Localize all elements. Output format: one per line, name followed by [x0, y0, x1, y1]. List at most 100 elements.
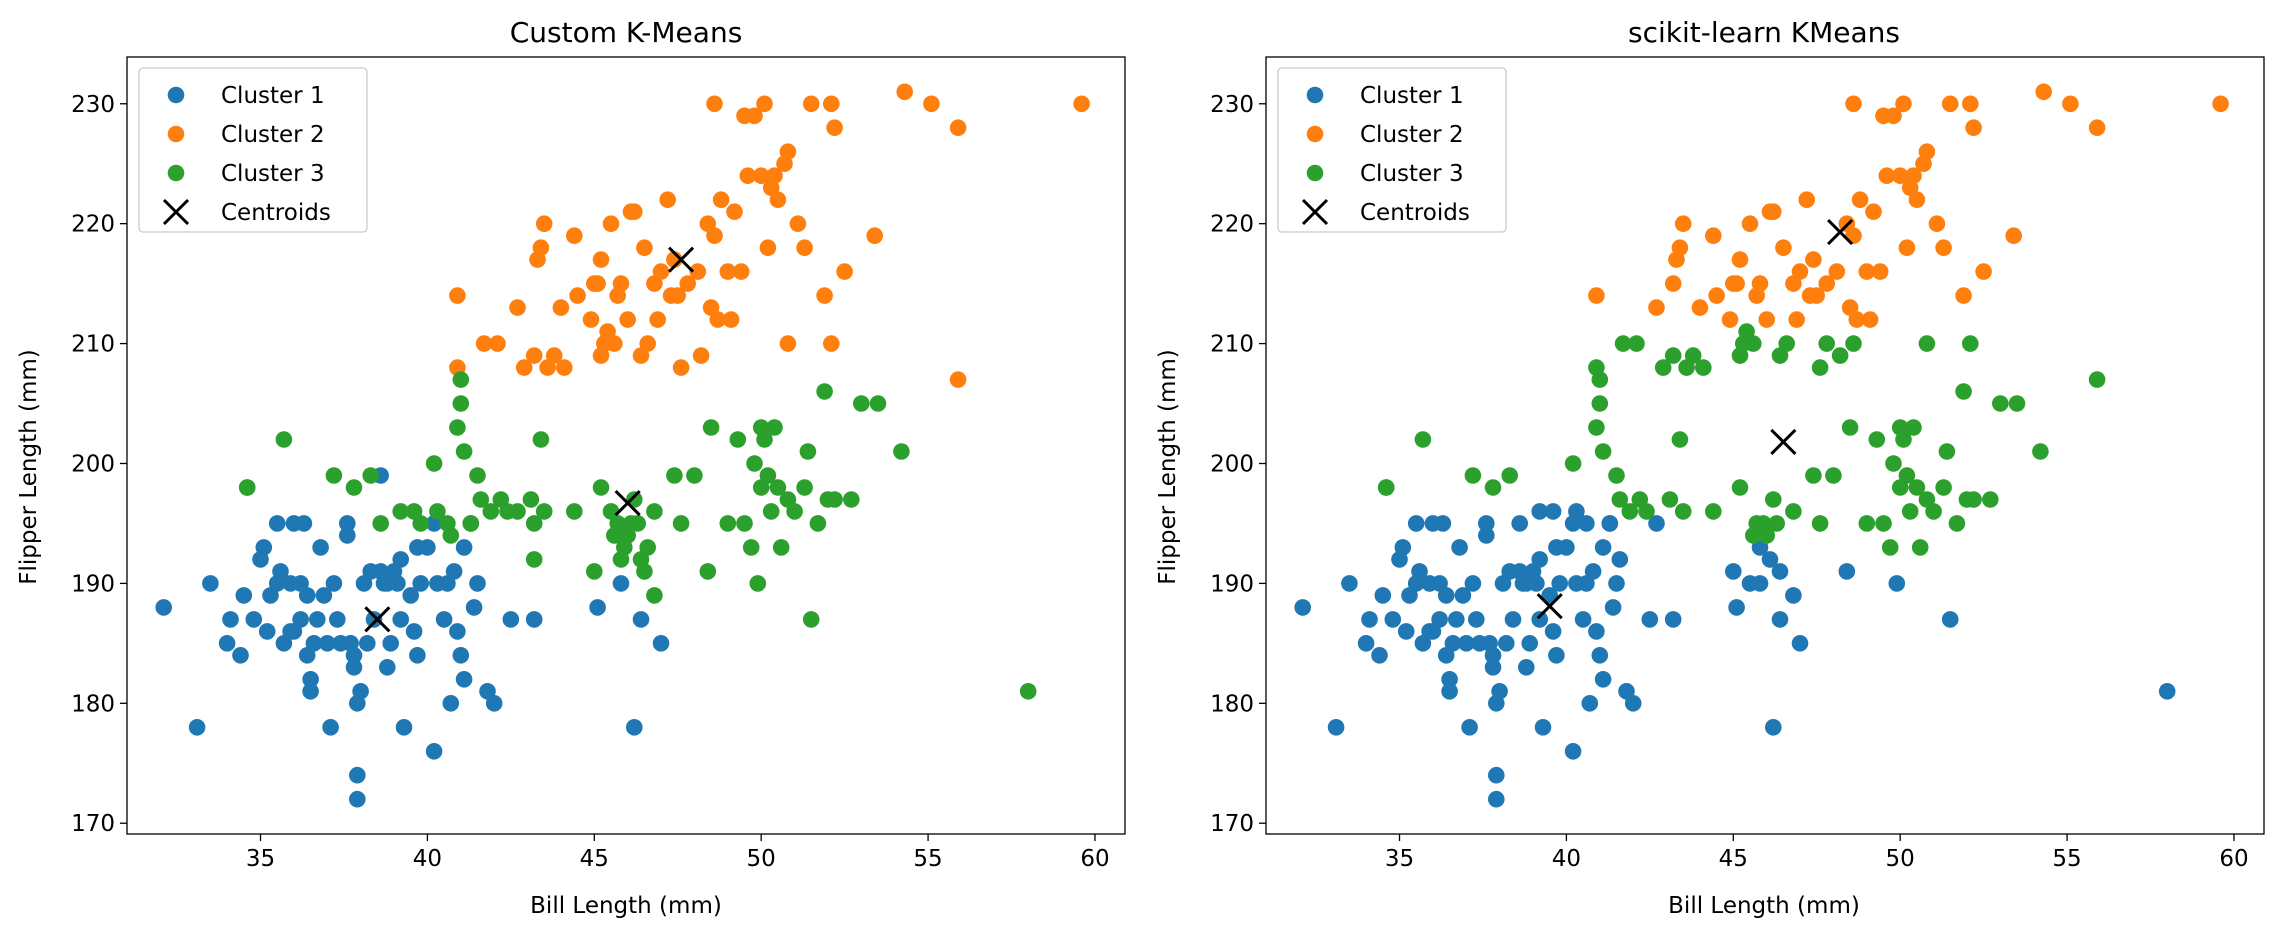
data-point — [1534, 719, 1552, 736]
data-point — [809, 515, 827, 532]
data-point — [1975, 263, 1992, 280]
data-point — [302, 671, 319, 688]
data-point — [379, 659, 396, 676]
data-point — [2088, 371, 2106, 388]
data-point — [1488, 790, 1505, 808]
data-point — [1548, 647, 1565, 664]
data-point — [1768, 515, 1785, 532]
data-point — [626, 719, 643, 736]
data-point — [532, 431, 550, 448]
data-point — [535, 215, 553, 232]
data-point — [592, 479, 610, 496]
data-point — [759, 467, 777, 484]
data-point — [1544, 623, 1562, 640]
data-point — [606, 335, 623, 352]
data-point — [1414, 431, 1432, 448]
data-point — [509, 503, 526, 520]
data-point — [535, 503, 553, 520]
data-point — [1591, 395, 1609, 412]
data-point — [652, 635, 670, 652]
data-point — [412, 515, 430, 532]
data-point — [1758, 311, 1775, 328]
data-point — [1881, 539, 1899, 556]
data-point — [1825, 467, 1842, 484]
data-point — [853, 395, 870, 412]
centroid-stroke — [1770, 428, 1797, 455]
data-point — [893, 443, 910, 460]
data-point — [556, 359, 573, 376]
data-point — [1962, 335, 1979, 352]
data-point — [292, 611, 309, 628]
legend-marker — [1306, 164, 1324, 182]
data-point — [689, 263, 707, 280]
data-point — [789, 215, 807, 232]
y-tick-label: 210 — [1210, 332, 1254, 358]
data-point — [1327, 719, 1345, 736]
data-point — [1357, 635, 1375, 652]
data-point — [552, 299, 570, 316]
data-point — [345, 647, 363, 664]
x-tick-label: 55 — [2052, 846, 2081, 872]
data-point — [719, 263, 737, 280]
data-point — [816, 383, 833, 400]
data-point — [1441, 683, 1458, 700]
legend-label: Cluster 1 — [221, 83, 325, 109]
data-point — [532, 239, 550, 256]
data-point — [1791, 263, 1809, 280]
data-point — [1811, 515, 1829, 532]
data-point — [1765, 491, 1782, 508]
data-point — [766, 167, 783, 184]
data-point — [752, 167, 770, 184]
data-point — [1965, 491, 1982, 508]
data-point — [1671, 239, 1689, 256]
legend-marker — [167, 86, 185, 104]
x-axis-label: Bill Length (mm) — [1668, 893, 1860, 919]
data-point — [1901, 503, 1919, 520]
centroid-stroke — [614, 489, 641, 517]
data-point — [455, 539, 473, 556]
data-point — [702, 419, 720, 436]
data-point — [1501, 467, 1518, 484]
data-point — [1564, 743, 1582, 760]
data-point — [502, 611, 520, 628]
data-point — [1588, 287, 1605, 304]
data-point — [455, 443, 473, 460]
data-point — [1568, 503, 1585, 520]
data-point — [1641, 611, 1659, 628]
data-point — [1601, 515, 1619, 532]
data-point — [392, 611, 410, 628]
data-point — [1488, 766, 1505, 784]
data-point — [1411, 563, 1428, 580]
data-point — [515, 359, 533, 376]
data-point — [612, 575, 630, 592]
data-point — [1531, 611, 1548, 628]
data-point — [462, 515, 480, 532]
data-point — [382, 635, 400, 652]
data-point — [372, 515, 390, 532]
data-point — [1928, 215, 1946, 232]
data-point — [1905, 167, 1922, 184]
y-tick-label: 180 — [71, 691, 115, 717]
data-point — [1935, 479, 1952, 496]
data-point — [1498, 635, 1515, 652]
y-axis-label: Flipper Length (mm) — [16, 349, 42, 585]
data-point — [339, 515, 356, 532]
data-point — [1721, 311, 1739, 328]
data-point — [712, 191, 730, 208]
data-point — [345, 479, 363, 496]
data-point — [1785, 587, 1802, 604]
data-point — [1638, 503, 1655, 520]
legend-marker — [1306, 125, 1324, 143]
data-point — [339, 527, 356, 544]
data-point — [1785, 503, 1802, 520]
data-point — [1484, 479, 1502, 496]
data-point — [325, 467, 343, 484]
y-tick-label: 220 — [71, 212, 115, 238]
data-point — [1664, 275, 1682, 292]
data-point — [1911, 539, 1929, 556]
data-point — [1608, 467, 1625, 484]
data-point — [1478, 515, 1495, 532]
data-point — [1654, 359, 1672, 376]
data-point — [1491, 683, 1508, 700]
data-point — [746, 455, 763, 472]
